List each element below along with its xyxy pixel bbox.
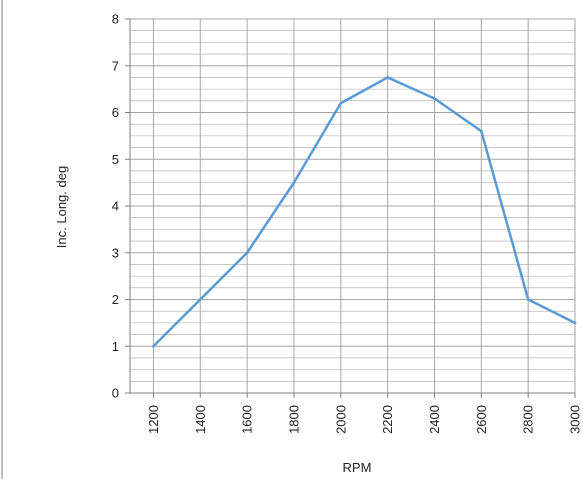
y-tick-label: 5 (112, 152, 119, 167)
x-tick-label: 2800 (521, 405, 536, 434)
y-tick-label: 7 (112, 58, 119, 73)
data-point (526, 298, 530, 301)
data-point (339, 101, 343, 105)
y-axis-title: Inc. Long. deg (54, 166, 69, 248)
data-point (573, 321, 577, 325)
y-tick-label: 8 (112, 12, 119, 27)
y-tick-label: 1 (112, 339, 119, 354)
y-tick-label: 0 (112, 386, 119, 401)
x-tick-label: 1400 (193, 405, 208, 434)
data-point (292, 181, 296, 184)
y-tick-label: 3 (112, 245, 119, 260)
series-line (152, 76, 577, 348)
data-point (480, 129, 483, 133)
x-tick-labels: 1200 1400 1600 1800 2000 2200 2400 2600 2800 3000 (146, 405, 583, 434)
axes (125, 18, 576, 398)
y-tick-label: 6 (112, 105, 119, 120)
x-tick-label: 2600 (474, 405, 489, 434)
grid (130, 18, 576, 393)
data-point (245, 251, 249, 255)
x-tick-label: 1600 (240, 405, 255, 434)
data-point (198, 298, 202, 301)
x-tick-label: 2400 (427, 405, 442, 434)
x-tick-label: 2000 (333, 405, 348, 434)
data-point (152, 344, 155, 348)
data-point (386, 76, 389, 79)
x-tick-label: 3000 (568, 405, 583, 434)
data-point (433, 97, 436, 100)
x-axis-title: RPM (343, 460, 372, 475)
x-tick-label: 2200 (380, 405, 395, 434)
y-tick-labels: 0 1 2 3 4 5 6 7 8 (112, 12, 119, 401)
series (152, 76, 577, 348)
x-tick-label: 1200 (146, 405, 161, 434)
x-tick-label: 1800 (286, 405, 301, 434)
y-tick-label: 2 (112, 292, 119, 307)
y-tick-label: 4 (112, 199, 119, 214)
